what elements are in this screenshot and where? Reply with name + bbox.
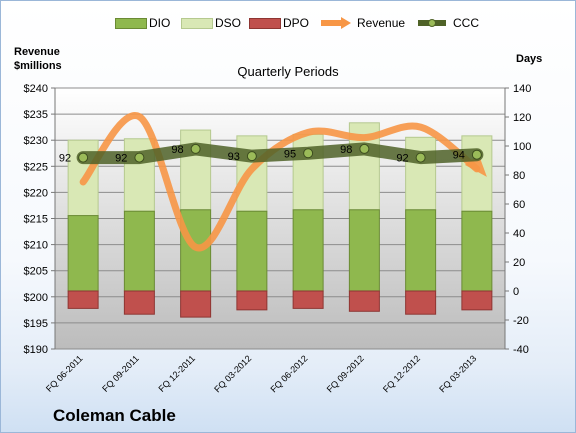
right-axis-tick-label: 100 — [513, 141, 531, 153]
left-axis-title-line2: $millions — [14, 60, 62, 72]
legend-swatch-revenue — [321, 17, 351, 29]
revenue-line — [79, 112, 481, 252]
bar-dpo — [461, 290, 493, 311]
ccc-data-label: 98 — [171, 144, 183, 156]
bar-dio — [405, 209, 437, 292]
left-axis-tick-label: $200 — [24, 292, 48, 304]
left-axis-tick-label: $220 — [24, 187, 48, 199]
left-axis-tick-label: $225 — [24, 161, 48, 173]
legend-label-ccc: CCC — [453, 16, 479, 30]
ccc-point — [359, 143, 370, 154]
x-axis-tick-label: FQ 09-2011 — [100, 353, 141, 394]
left-axis-title-line1: Revenue — [14, 46, 60, 58]
ccc-point — [471, 149, 482, 160]
x-axis-tick-label: FQ 09-2012 — [325, 353, 366, 394]
bar-dio — [348, 209, 380, 292]
legend-swatch-dio — [115, 18, 147, 29]
ccc-data-label: 92 — [59, 153, 71, 165]
right-axis-tick-label: 20 — [513, 257, 525, 269]
ccc-data-label: 95 — [284, 148, 296, 160]
legend-item-ccc: CCC — [417, 14, 479, 32]
bar-dpo — [348, 290, 380, 312]
bar-dso — [292, 133, 324, 211]
x-axis-tick-label: FQ 12-2011 — [156, 353, 197, 394]
legend-label-dio: DIO — [149, 16, 171, 30]
left-axis-tick-label: $210 — [24, 240, 48, 252]
x-axis-tick-label: FQ 03-2013 — [437, 353, 478, 394]
right-axis-tick-label: 80 — [513, 170, 525, 182]
bar-dpo — [292, 290, 324, 309]
chart-title: Quarterly Periods — [237, 64, 339, 79]
bar-dpo — [67, 290, 99, 309]
right-axis-tick-label: -40 — [513, 344, 529, 356]
right-axis-tick-label: 0 — [513, 286, 519, 298]
ccc-data-label: 93 — [228, 151, 240, 163]
legend-item-dio: DIO — [115, 14, 175, 32]
revenue-arrowhead — [464, 154, 487, 177]
legend-label-dpo: DPO — [283, 16, 310, 30]
left-axis-tick-label: $205 — [24, 266, 48, 278]
x-axis-tick-label: FQ 03-2012 — [212, 353, 253, 394]
bar-dpo — [405, 290, 437, 315]
legend-label-revenue: Revenue — [357, 16, 406, 30]
ccc-point — [78, 152, 89, 163]
bar-dso — [405, 136, 437, 211]
left-axis-tick-label: $230 — [24, 135, 48, 147]
bar-dio — [123, 210, 155, 292]
bar-dio — [67, 215, 99, 292]
left-axis-tick-label: $215 — [24, 214, 48, 226]
legend-item-revenue: Revenue — [319, 14, 409, 32]
ccc-point — [246, 151, 257, 162]
x-axis-tick-label: FQ 06-2012 — [269, 353, 310, 394]
bar-dpo — [180, 290, 212, 318]
x-axis-tick-label: FQ 06-2011 — [44, 353, 85, 394]
left-axis-tick-label: $240 — [24, 83, 48, 95]
ccc-point — [190, 143, 201, 154]
bar-dpo — [123, 290, 155, 315]
x-axis-tick-label: FQ 12-2012 — [381, 353, 422, 394]
legend-item-dpo: DPO — [249, 14, 309, 32]
right-axis-tick-label: 120 — [513, 112, 531, 124]
bar-dso — [461, 135, 493, 212]
left-axis-tick-label: $190 — [24, 344, 48, 356]
right-axis-tick-label: 60 — [513, 199, 525, 211]
right-axis-tick-label: 40 — [513, 228, 525, 240]
ccc-point — [303, 148, 314, 159]
legend-swatch-ccc — [418, 19, 446, 27]
left-axis-tick-label: $195 — [24, 318, 48, 330]
bar-dio — [236, 210, 268, 292]
ccc-data-label: 94 — [453, 150, 465, 162]
company-name: Coleman Cable — [53, 406, 176, 425]
ccc-data-label: 92 — [396, 153, 408, 165]
legend-swatch-dso — [181, 18, 213, 29]
legend-item-dso: DSO — [181, 14, 241, 32]
bar-dio — [292, 209, 324, 292]
ccc-data-label: 92 — [115, 153, 127, 165]
bar-dso — [180, 129, 212, 211]
ccc-line — [76, 142, 484, 165]
ccc-point — [415, 152, 426, 163]
bar-dio — [461, 210, 493, 292]
bar-dpo — [236, 290, 268, 311]
right-axis-tick-label: -20 — [513, 315, 529, 327]
right-axis-title: Days — [516, 53, 543, 65]
left-axis-tick-label: $235 — [24, 109, 48, 121]
legend-label-dso: DSO — [215, 16, 242, 30]
ccc-data-label: 98 — [340, 144, 352, 156]
right-axis-tick-label: 140 — [513, 83, 531, 95]
ccc-point — [134, 152, 145, 163]
left-axis-title: Revenue $millions — [14, 45, 62, 73]
chart-legend: DIO DSO DPO Revenue CCC — [115, 14, 479, 32]
legend-swatch-dpo — [249, 18, 281, 29]
